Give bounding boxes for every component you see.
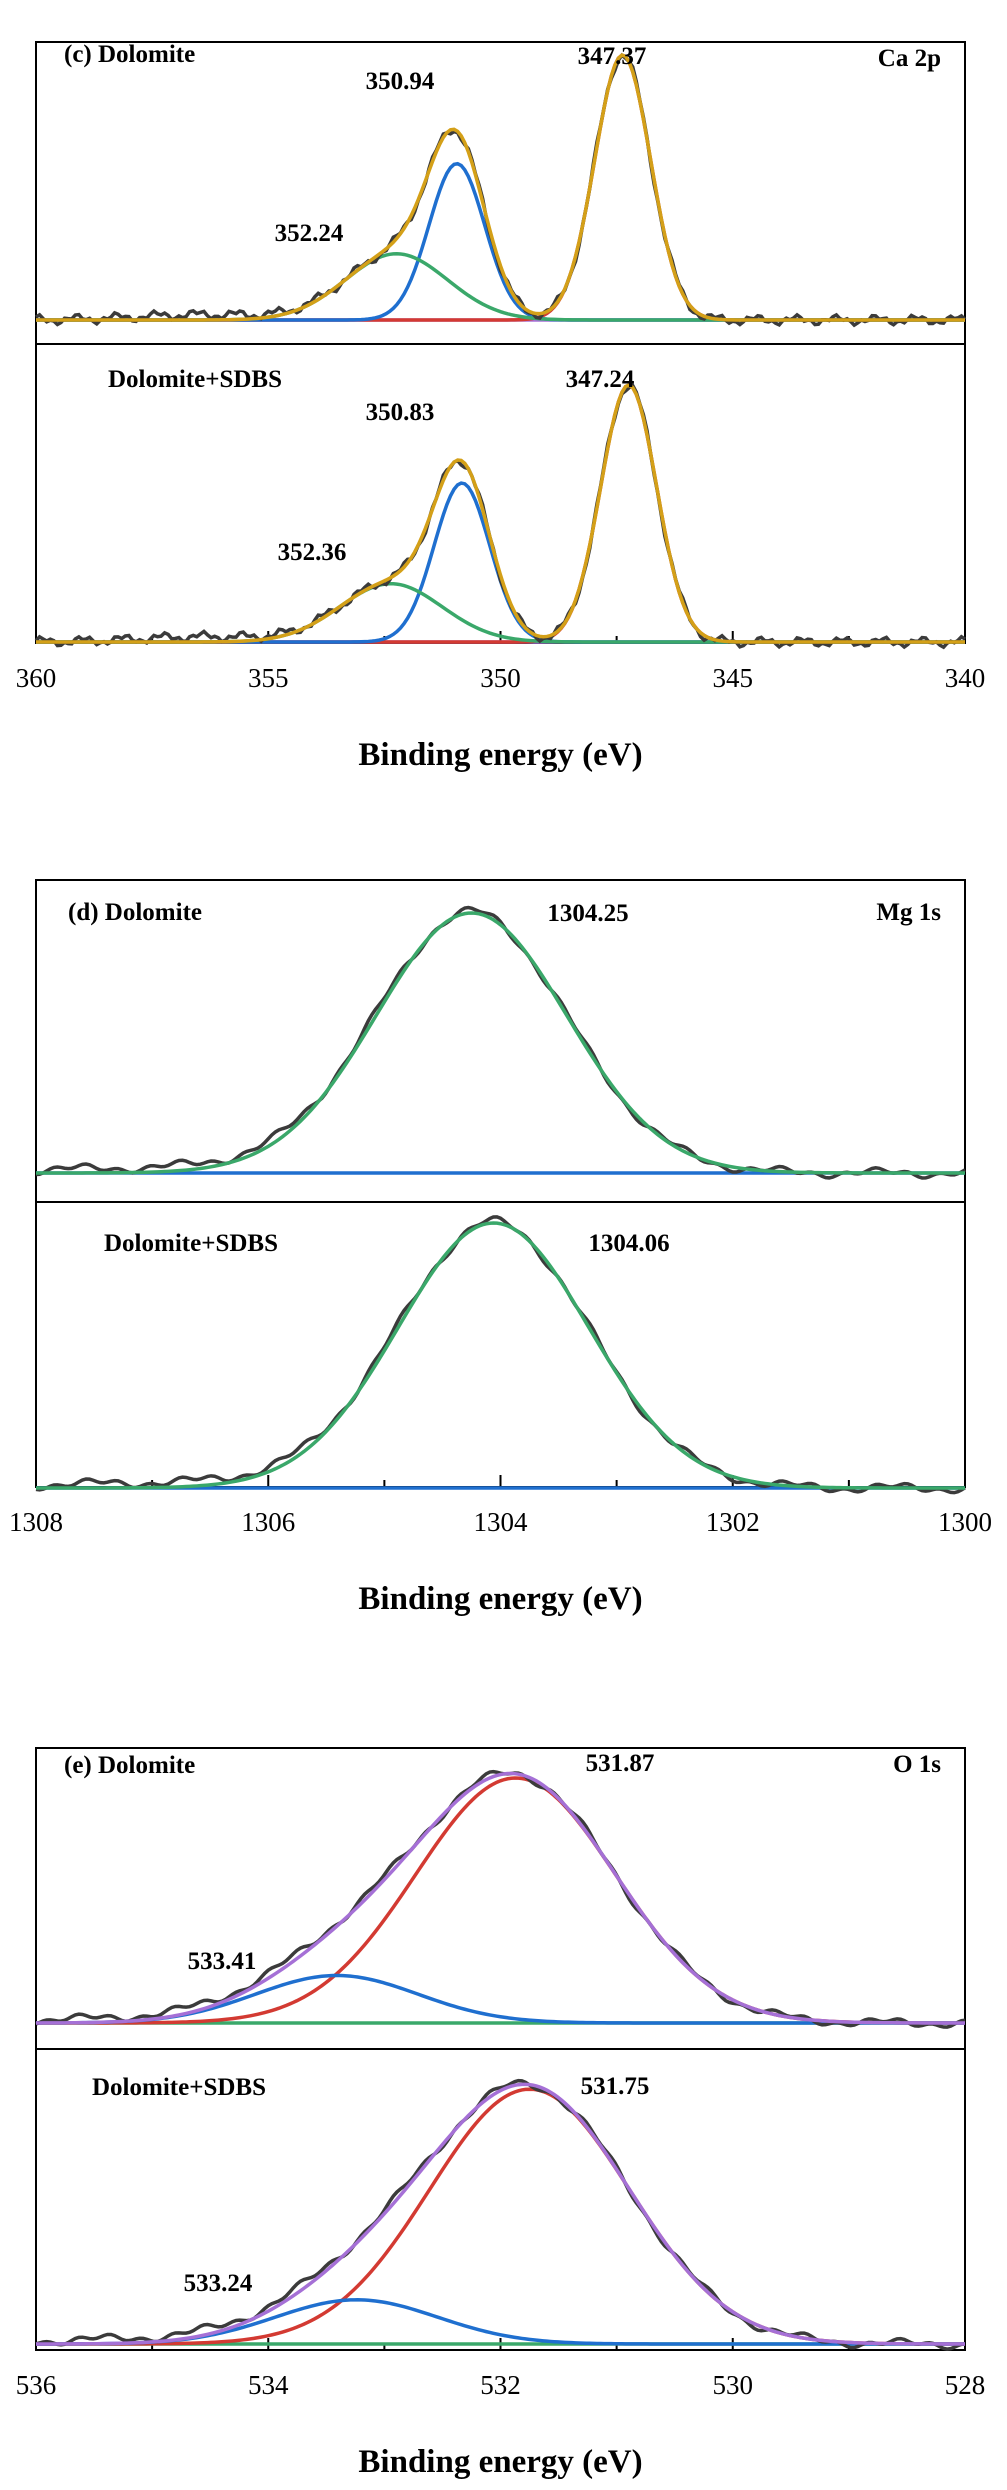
component-347-24 [36, 382, 965, 644]
panel-label: (d) Dolomite [68, 899, 202, 926]
component-531-75 [36, 2087, 965, 2346]
chart-ca-2p: 360 355 350 345 340 Binding energy (eV) (c) Do… [16, 41, 986, 773]
tick-label-1300: 1300 [938, 1507, 992, 1537]
fit-envelope [36, 382, 965, 644]
panel-label: Dolomite+SDBS [104, 1230, 278, 1257]
component-533-24 [36, 2298, 965, 2346]
element-label: Ca 2p [878, 45, 941, 72]
subplot-dolomite-sdbs: Dolomite+SDBS 1304.06 [35, 1215, 966, 1495]
panel-label: (e) Dolomite [64, 1752, 195, 1779]
component-350-83 [36, 481, 965, 644]
plot-frame [35, 879, 966, 1488]
tick-label-340: 340 [945, 663, 986, 693]
peak-label-1304-06: 1304.06 [588, 1230, 669, 1257]
peak-label-350-83: 350.83 [366, 399, 435, 426]
tick-label-528: 528 [945, 2370, 986, 2400]
fit-envelope [36, 2082, 965, 2346]
component-350-94 [36, 161, 965, 322]
peak-label-352-36: 352.36 [278, 539, 347, 566]
tick-label-1306: 1306 [241, 1507, 295, 1537]
raw-spectrum [35, 52, 967, 328]
tick-label-345: 345 [713, 663, 754, 693]
panel-label: Dolomite+SDBS [108, 366, 282, 393]
fit-envelope [36, 53, 965, 322]
peak-label-347-37: 347.37 [578, 43, 647, 70]
tick-label-532: 532 [480, 2370, 521, 2400]
raw-spectrum [35, 905, 966, 1180]
component-347-37 [36, 53, 965, 322]
peak-label-531-87: 531.87 [586, 1750, 655, 1777]
element-label: Mg 1s [876, 899, 941, 926]
peak-label-533-24: 533.24 [184, 2270, 253, 2297]
tick-label-360: 360 [16, 663, 57, 693]
peak-label-347-24: 347.24 [566, 366, 635, 393]
subplot-c-dolomite: (c) Dolomite Ca 2p 347.37 350.94 352.24 [35, 41, 967, 328]
fit-envelope [35, 1771, 965, 2025]
tick-label-1304: 1304 [474, 1507, 529, 1537]
peak-label-1304-25: 1304.25 [547, 900, 628, 927]
fit-envelope [36, 911, 965, 1175]
chart-mg-1s: 1308 1306 1304 1302 1300 Binding energy (eV) (… [9, 879, 992, 1617]
peak-label-533-41: 533.41 [188, 1948, 257, 1975]
subplot-dolomite-sdbs: Dolomite+SDBS 531.75 533.24 [35, 2073, 966, 2351]
panel-label: Dolomite+SDBS [92, 2074, 266, 2101]
peak-label-350-94: 350.94 [366, 68, 435, 95]
tick-label-1302: 1302 [706, 1507, 760, 1537]
raw-spectrum [35, 1215, 966, 1495]
subplot-dolomite-sdbs: Dolomite+SDBS 347.24 350.83 352.36 [34, 366, 966, 650]
peak-label-531-75: 531.75 [581, 2073, 650, 2100]
raw-spectrum [35, 2078, 966, 2351]
raw-spectrum [34, 382, 966, 650]
x-axis-label: Binding energy (eV) [358, 1581, 642, 1617]
panel-label: (c) Dolomite [64, 41, 195, 68]
fit-envelope [36, 1221, 965, 1490]
x-axis-label: Binding energy (eV) [358, 2444, 642, 2480]
plot-frame [35, 41, 966, 644]
tick-label-350: 350 [480, 663, 521, 693]
peak-label-352-24: 352.24 [275, 220, 344, 247]
tick-label-1308: 1308 [9, 1507, 63, 1537]
tick-label-534: 534 [248, 2370, 289, 2400]
tick-label-536: 536 [16, 2370, 57, 2400]
subplot-d-dolomite: (d) Dolomite Mg 1s 1304.25 [35, 899, 966, 1180]
tick-label-530: 530 [713, 2370, 754, 2400]
subplot-e-dolomite: (e) Dolomite O 1s 531.87 533.41 [35, 1750, 966, 2029]
chart-o-1s: 536 534 532 530 528 Binding energy (eV) (e) Do… [16, 1747, 986, 2480]
x-axis-label: Binding energy (eV) [358, 737, 642, 773]
component-531-87 [36, 1776, 965, 2025]
tick-label-355: 355 [248, 663, 289, 693]
element-label: O 1s [893, 1751, 941, 1778]
raw-spectrum [35, 1769, 966, 2029]
